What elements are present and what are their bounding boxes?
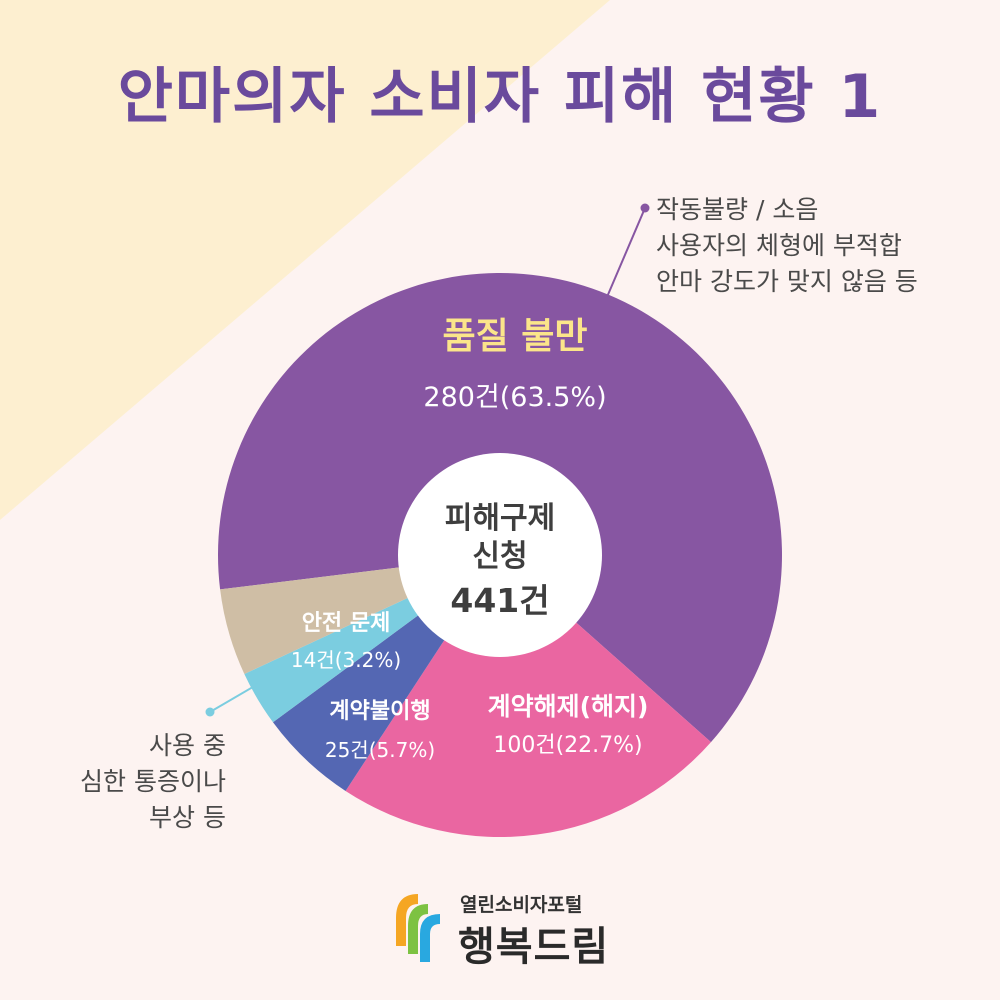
slice-category-label: 계약불이행 <box>329 699 430 724</box>
logo-subtitle: 열린소비자포털 <box>460 894 583 916</box>
center-label-line: 441건 <box>450 581 549 620</box>
logo: 열린소비자포털 행복드림 <box>392 888 622 970</box>
donut-hole <box>398 453 602 657</box>
logo-name: 행복드림 <box>458 924 610 970</box>
slice-labels: 품질 불만 280건(63.5%) 계약해제(해지) 100건(22.7%) 계약불이행… <box>291 316 649 762</box>
pie-slice-2 <box>345 555 711 838</box>
callout-line: 안마 강도가 맞지 않음 등 <box>656 267 918 296</box>
center-label-line: 피해구제 <box>445 501 555 536</box>
slice-value-label: 25건(5.7%) <box>325 738 435 762</box>
slice-value-label: 280건(63.5%) <box>423 382 606 413</box>
slice-category-label: 계약해제(해지) <box>488 692 649 721</box>
callout-leader-quality <box>606 203 650 298</box>
slice-category-label: 품질 불만 <box>442 316 587 357</box>
center-label-line: 신청 <box>472 539 527 574</box>
callout-line: 작동불량 / 소음 <box>656 195 819 224</box>
slice-value-label: 100건(22.7%) <box>493 733 642 758</box>
callout-line: 심한 통증이나 <box>80 767 226 796</box>
slice-value-label: 14건(3.2%) <box>291 648 401 672</box>
callout-leader-safety <box>205 683 259 717</box>
slice-category-label: 안전 문제 <box>302 611 391 636</box>
callout-safety: 사용 중 심한 통증이나 부상 등 <box>40 728 226 836</box>
callout-line: 부상 등 <box>149 803 226 832</box>
callout-line: 사용 중 <box>149 731 226 760</box>
page-title: 안마의자 소비자 피해 현황 1 <box>117 62 883 132</box>
callout-line: 사용자의 체형에 부적합 <box>656 231 902 260</box>
logo-icon <box>396 894 440 962</box>
callout-quality: 작동불량 / 소음 사용자의 체형에 부적합 안마 강도가 맞지 않음 등 <box>656 192 918 300</box>
